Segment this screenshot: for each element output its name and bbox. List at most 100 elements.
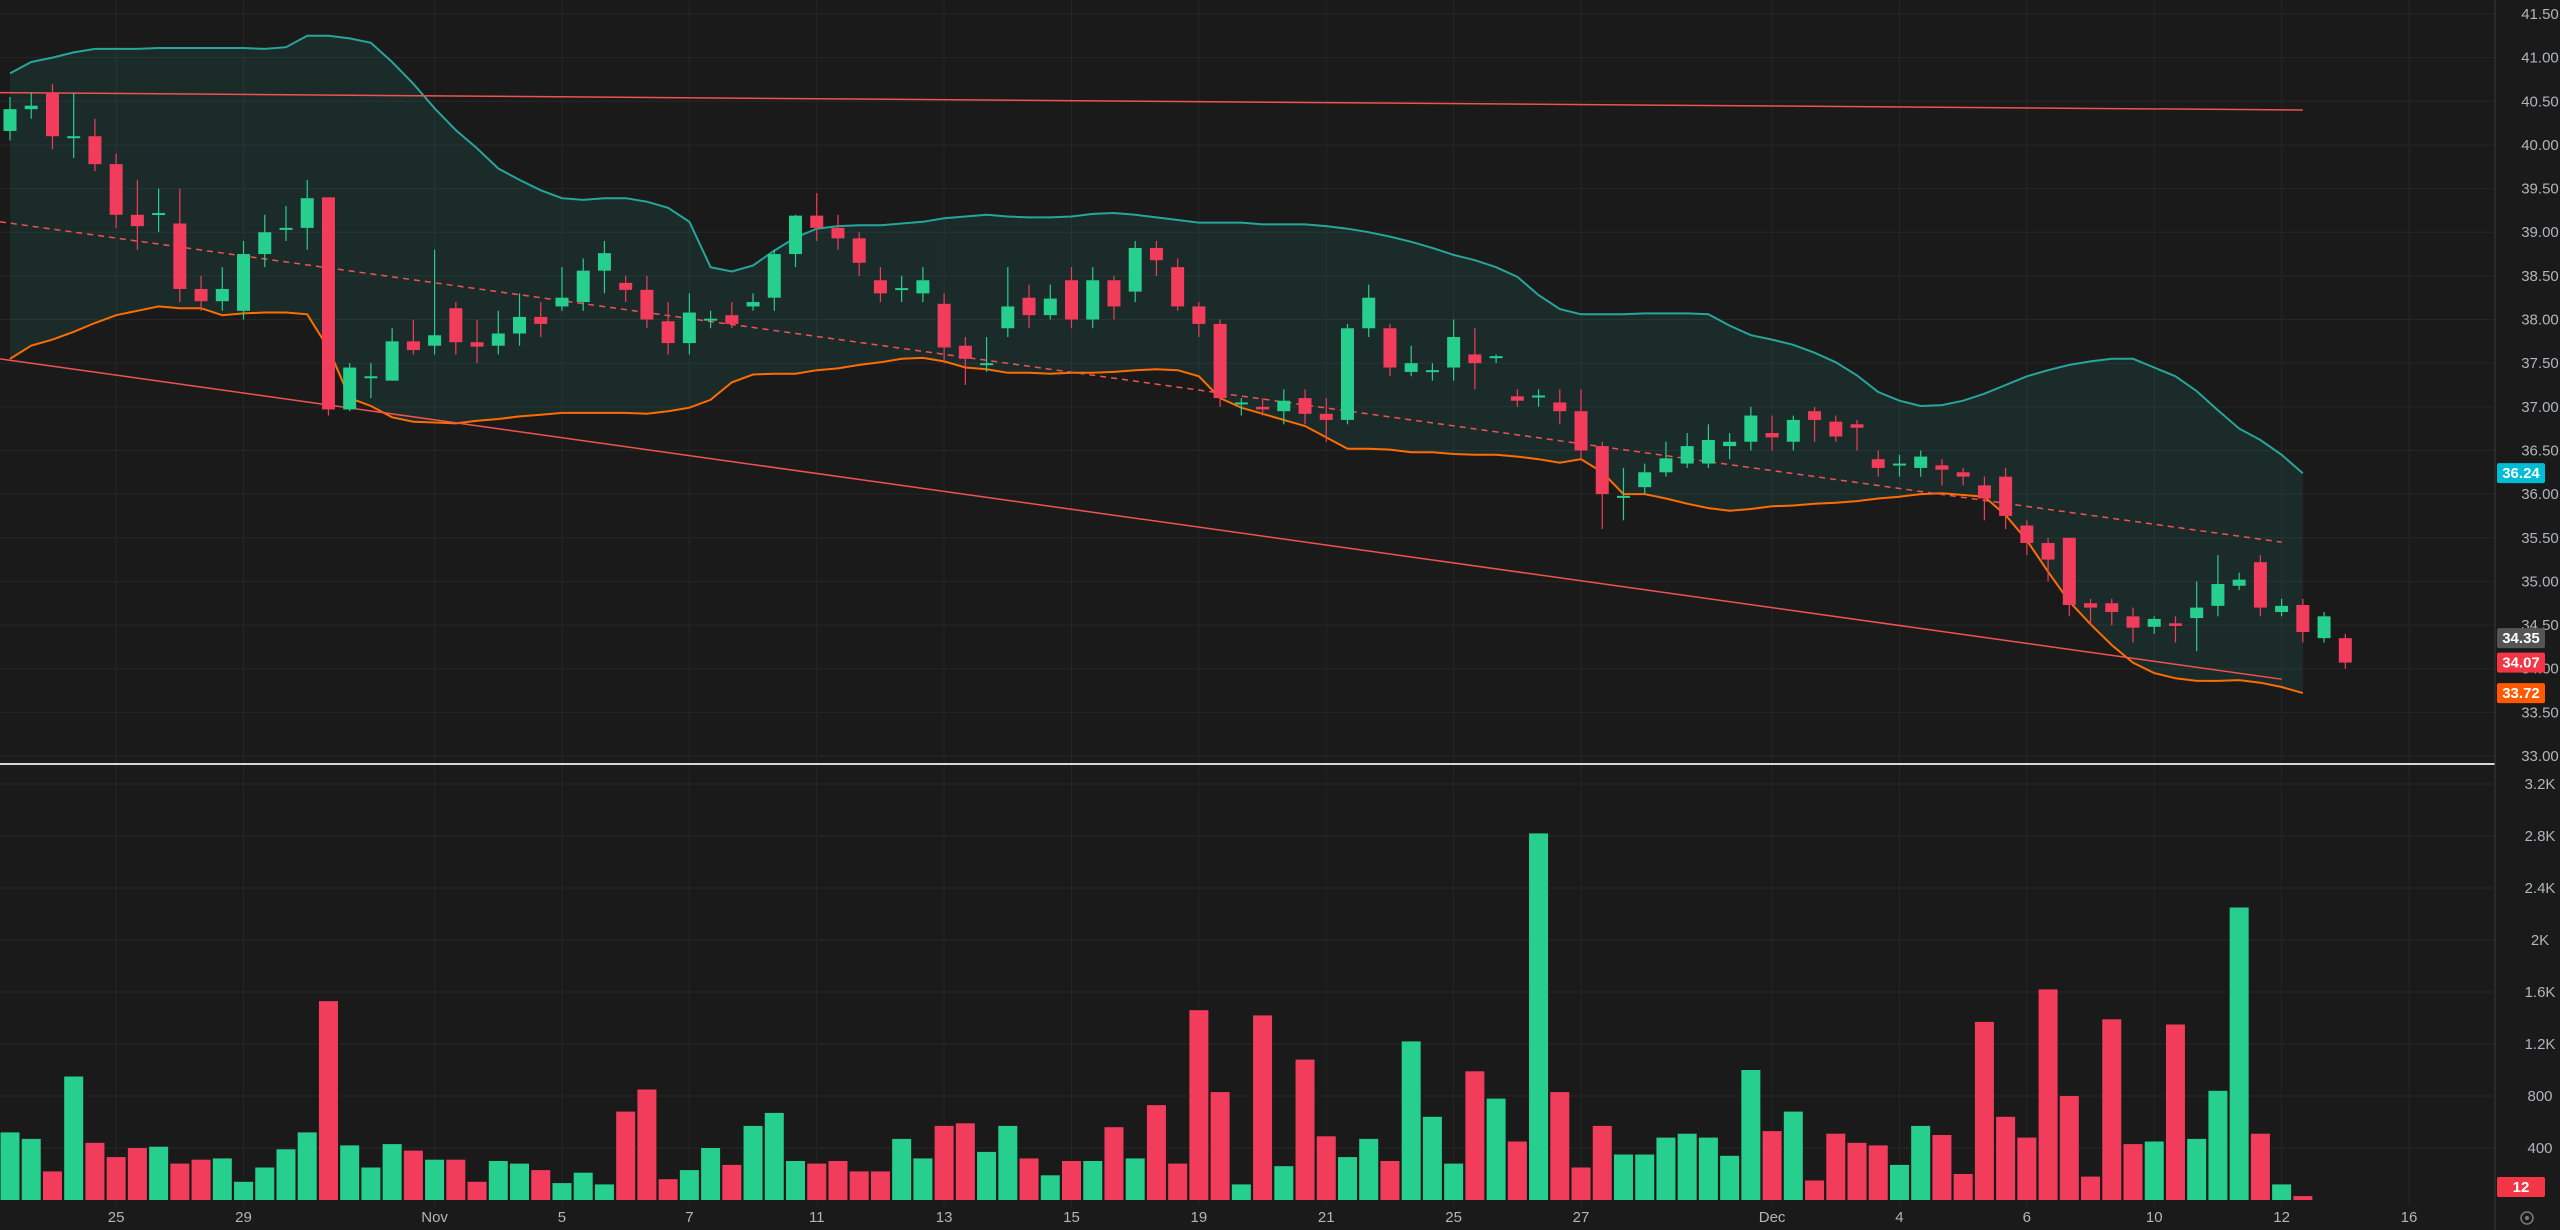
volume-bar[interactable] bbox=[2017, 1137, 2037, 1200]
candle[interactable] bbox=[1425, 363, 1439, 381]
candle-body[interactable] bbox=[1935, 465, 1949, 470]
candle[interactable] bbox=[2275, 598, 2289, 617]
candle[interactable] bbox=[1171, 258, 1185, 311]
volume-bar[interactable] bbox=[297, 1132, 317, 1200]
candle-body[interactable] bbox=[1956, 472, 1970, 477]
candle[interactable] bbox=[619, 275, 633, 303]
volume-bar[interactable] bbox=[1656, 1137, 1676, 1200]
volume-bar[interactable] bbox=[786, 1161, 806, 1200]
candle[interactable] bbox=[1065, 267, 1078, 329]
candle[interactable] bbox=[1553, 389, 1567, 425]
candle-body[interactable] bbox=[1362, 297, 1376, 329]
candle-body[interactable] bbox=[215, 288, 229, 302]
volume-bar[interactable] bbox=[1486, 1098, 1506, 1200]
candle-body[interactable] bbox=[385, 341, 399, 381]
candle[interactable] bbox=[937, 293, 951, 364]
candle[interactable] bbox=[958, 336, 972, 385]
volume-bar[interactable] bbox=[1337, 1157, 1357, 1200]
candle-body[interactable] bbox=[45, 92, 59, 137]
candle[interactable] bbox=[215, 267, 229, 311]
candle-body[interactable] bbox=[1638, 472, 1652, 488]
volume-bar[interactable] bbox=[1359, 1138, 1379, 1200]
volume-bar[interactable] bbox=[149, 1146, 169, 1200]
candle[interactable] bbox=[321, 197, 335, 416]
volume-bar[interactable] bbox=[2144, 1141, 2164, 1201]
candle-body[interactable] bbox=[704, 318, 718, 321]
volume-bar[interactable] bbox=[1592, 1125, 1612, 1200]
candle-body[interactable] bbox=[767, 254, 781, 298]
volume-bar[interactable] bbox=[2038, 989, 2058, 1200]
candle-body[interactable] bbox=[1616, 495, 1630, 498]
volume-bar[interactable] bbox=[955, 1123, 975, 1200]
candle-body[interactable] bbox=[1001, 306, 1015, 329]
candle-body[interactable] bbox=[619, 282, 633, 290]
candle[interactable] bbox=[173, 188, 187, 303]
volume-bar[interactable] bbox=[2293, 1196, 2313, 1200]
volume-bar[interactable] bbox=[234, 1181, 254, 1200]
candle[interactable] bbox=[682, 293, 696, 355]
volume-bar[interactable] bbox=[1444, 1163, 1464, 1200]
volume-bar[interactable] bbox=[2250, 1133, 2270, 1200]
candle[interactable] bbox=[873, 267, 887, 303]
candle-body[interactable] bbox=[597, 253, 611, 271]
candle-body[interactable] bbox=[1786, 419, 1800, 442]
candle[interactable] bbox=[2190, 581, 2204, 652]
candle-body[interactable] bbox=[1468, 354, 1482, 364]
candle-body[interactable] bbox=[428, 335, 442, 346]
candle-body[interactable] bbox=[640, 289, 654, 320]
candle[interactable] bbox=[2232, 572, 2246, 591]
volume-bar[interactable] bbox=[2165, 1024, 2185, 1201]
candle[interactable] bbox=[2105, 598, 2119, 626]
candle[interactable] bbox=[1256, 398, 1270, 416]
candle[interactable] bbox=[1786, 415, 1800, 451]
volume-bar[interactable] bbox=[807, 1163, 827, 1200]
candle-body[interactable] bbox=[661, 321, 675, 344]
candle-body[interactable] bbox=[2041, 543, 2055, 560]
volume-bar[interactable] bbox=[764, 1112, 784, 1200]
candle-body[interactable] bbox=[873, 280, 887, 294]
candle-body[interactable] bbox=[1319, 413, 1333, 420]
candle-body[interactable] bbox=[1234, 402, 1248, 405]
candle-body[interactable] bbox=[300, 198, 314, 228]
volume-bar[interactable] bbox=[1889, 1164, 1909, 1200]
candle[interactable] bbox=[2168, 616, 2182, 643]
candle-body[interactable] bbox=[237, 254, 251, 311]
volume-bar[interactable] bbox=[552, 1183, 572, 1200]
candle-body[interactable] bbox=[2147, 618, 2161, 627]
candle-body[interactable] bbox=[1977, 485, 1991, 499]
volume-bar[interactable] bbox=[658, 1179, 678, 1200]
candle[interactable] bbox=[1977, 476, 1991, 521]
candle-body[interactable] bbox=[1595, 446, 1609, 495]
volume-bar[interactable] bbox=[2059, 1096, 2079, 1200]
volume-bar[interactable] bbox=[1741, 1070, 1761, 1200]
volume-bar[interactable] bbox=[1826, 1133, 1846, 1200]
candle[interactable] bbox=[1765, 415, 1779, 451]
volume-bar[interactable] bbox=[616, 1111, 636, 1200]
volume-bar[interactable] bbox=[1422, 1116, 1442, 1200]
candle-body[interactable] bbox=[2084, 603, 2098, 608]
candle-body[interactable] bbox=[449, 308, 463, 343]
candle-body[interactable] bbox=[1680, 446, 1694, 464]
volume-bar[interactable] bbox=[42, 1171, 62, 1200]
volume-bar[interactable] bbox=[0, 1132, 20, 1200]
volume-bar[interactable] bbox=[446, 1159, 466, 1200]
candle[interactable] bbox=[1192, 302, 1206, 337]
candle[interactable] bbox=[300, 179, 314, 250]
candle-body[interactable] bbox=[2232, 579, 2246, 586]
volume-bar[interactable] bbox=[1083, 1161, 1103, 1200]
volume-bar[interactable] bbox=[573, 1172, 593, 1200]
candle-body[interactable] bbox=[1532, 395, 1546, 398]
volume-bar[interactable] bbox=[1189, 1010, 1209, 1200]
volume-bar[interactable] bbox=[828, 1161, 848, 1200]
candle[interactable] bbox=[1701, 424, 1715, 468]
candle[interactable] bbox=[1022, 284, 1036, 329]
candle[interactable] bbox=[1744, 406, 1758, 451]
candle[interactable] bbox=[2126, 607, 2140, 643]
volume-bar[interactable] bbox=[1635, 1154, 1655, 1201]
volume-bar[interactable] bbox=[2272, 1184, 2292, 1200]
candle-body[interactable] bbox=[88, 136, 102, 165]
candle-body[interactable] bbox=[406, 341, 420, 351]
volume-bar[interactable] bbox=[1253, 1015, 1273, 1200]
candle-body[interactable] bbox=[1340, 328, 1354, 420]
volume-bar[interactable] bbox=[1805, 1180, 1825, 1201]
